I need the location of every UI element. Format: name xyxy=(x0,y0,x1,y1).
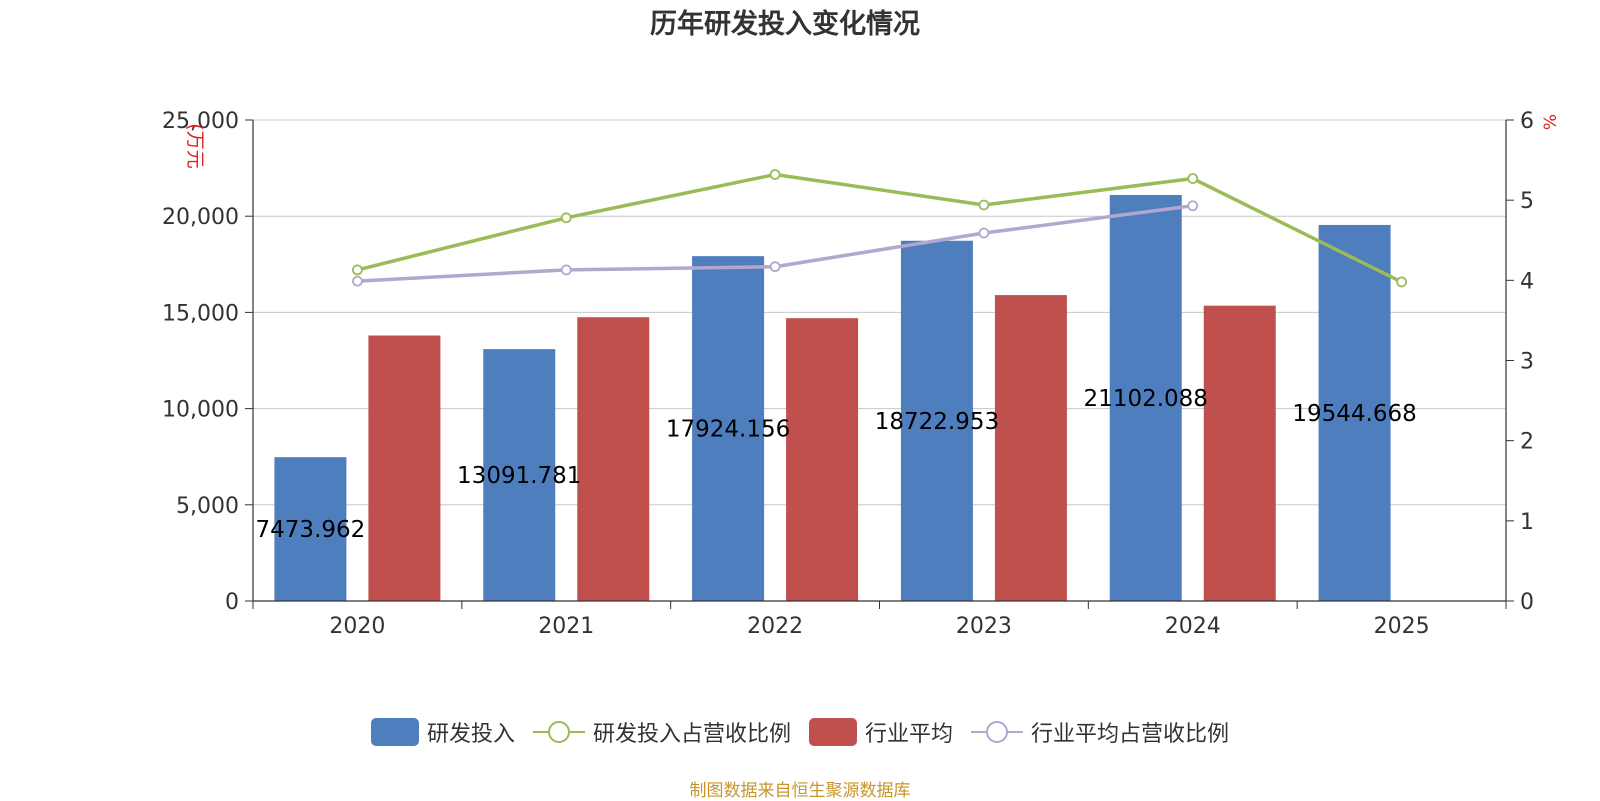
legend-swatch-rd-investment xyxy=(370,718,419,746)
bar-rd-investment xyxy=(483,349,556,601)
bar-industry-average xyxy=(577,317,650,601)
y-right-tick-label: 0 xyxy=(1520,590,1534,615)
bar-rd-investment xyxy=(274,457,347,601)
legend-swatch-rd-ratio xyxy=(532,721,585,743)
legend-label: 行业平均 xyxy=(865,722,954,747)
bar-value-label: 7473.962 xyxy=(256,517,366,543)
line-point xyxy=(352,275,363,287)
legend: 研发投入 研发投入占营收比例 行业平均 行业平均占营收比例 xyxy=(0,716,1600,748)
bar-value-label: 18722.953 xyxy=(875,409,999,435)
bar-value-label: 13091.781 xyxy=(457,463,581,489)
grid-lines xyxy=(253,119,1506,506)
line-point xyxy=(1396,276,1407,288)
y-right-tick-label: 5 xyxy=(1520,189,1534,214)
bar-value-label: 19544.668 xyxy=(1292,401,1416,427)
line-point xyxy=(1187,173,1199,184)
bar-industry-average xyxy=(786,318,859,601)
line-rd-ratio xyxy=(356,172,1403,284)
y-right-tick-label: 1 xyxy=(1520,510,1534,535)
y-axis-left-label: (万元 xyxy=(184,123,206,168)
y-left-tick-label: 5,000 xyxy=(176,494,239,519)
bar-rd-investment xyxy=(1109,194,1182,601)
x-tick-label: 2024 xyxy=(1165,614,1221,639)
bar-rd-investment xyxy=(692,256,765,601)
y-left-tick-label: 15,000 xyxy=(162,301,239,326)
line-point xyxy=(352,264,363,276)
y-left-tick-label: 25,000 xyxy=(162,109,239,134)
legend-label: 研发投入占营收比例 xyxy=(592,722,791,747)
data-labels: 7473.962 13091.781 17924.156 18722.953 21102… xyxy=(256,386,1417,543)
x-tick-label: 2021 xyxy=(538,614,594,639)
line-point xyxy=(769,261,781,273)
y-right-tick-label: 2 xyxy=(1520,430,1534,455)
line-point xyxy=(769,169,781,180)
legend-item-industry-average[interactable]: 行业平均 xyxy=(809,716,953,748)
bar-industry-average xyxy=(368,335,441,601)
x-tick-label: 2022 xyxy=(747,614,803,639)
legend-swatch-industry-ratio xyxy=(971,721,1024,743)
lines xyxy=(352,169,1407,288)
legend-item-rd-investment[interactable]: 研发投入 xyxy=(370,716,515,748)
x-tick-label: 2023 xyxy=(956,614,1012,639)
legend-item-industry-ratio[interactable]: 行业平均占营收比例 xyxy=(971,716,1229,748)
x-tick-label: 2020 xyxy=(329,614,385,639)
line-point xyxy=(978,227,990,239)
bar-value-label: 17924.156 xyxy=(666,417,790,443)
bars xyxy=(274,194,1391,602)
legend-label: 研发投入 xyxy=(426,722,515,747)
bar-industry-average xyxy=(1203,305,1276,601)
y-left-tick-label: 10,000 xyxy=(162,398,239,423)
y-right-tick-label: 6 xyxy=(1520,109,1534,134)
y-axis-right-label: % xyxy=(1541,114,1561,130)
data-source-note: 制图数据来自恒生聚源数据库 xyxy=(689,781,911,801)
y-left-tick-label: 20,000 xyxy=(162,205,239,230)
legend-item-rd-ratio[interactable]: 研发投入占营收比例 xyxy=(532,716,791,748)
legend-swatch-industry-average xyxy=(809,718,857,746)
axes: 0 5,000 10,000 15,000 20,000 25,000 0 1 2 3 4 5 6 202… xyxy=(162,109,1534,639)
line-point xyxy=(978,199,990,211)
legend-label: 行业平均占营收比例 xyxy=(1031,722,1230,747)
y-right-tick-label: 4 xyxy=(1520,269,1534,294)
bar-rd-investment xyxy=(1318,224,1391,602)
x-tick-label: 2025 xyxy=(1374,614,1430,639)
bar-rd-investment xyxy=(900,240,973,601)
line-point xyxy=(560,212,572,224)
bar-value-label: 21102.088 xyxy=(1084,386,1208,412)
line-point xyxy=(1187,200,1199,212)
chart-title: 历年研发投入变化情况 xyxy=(650,8,920,40)
y-right-tick-label: 3 xyxy=(1520,350,1534,375)
y-left-tick-label: 0 xyxy=(225,590,239,615)
line-point xyxy=(560,264,572,276)
bar-industry-average xyxy=(994,295,1067,601)
